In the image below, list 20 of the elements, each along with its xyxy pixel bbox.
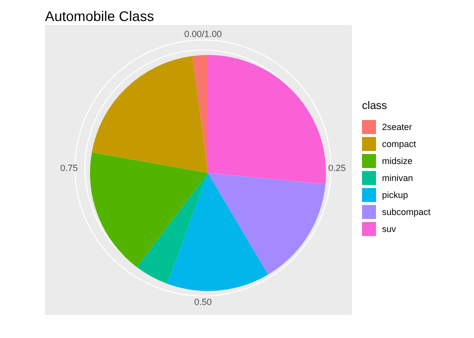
legend-label: suv xyxy=(382,224,396,234)
pie-slice xyxy=(208,173,326,275)
legend-label: 2seater xyxy=(382,122,412,132)
text: 0.75 xyxy=(60,163,78,173)
pie-slice xyxy=(192,55,208,173)
legend-label: compact xyxy=(382,138,416,148)
pie-slice xyxy=(92,56,208,173)
pie-slice xyxy=(167,173,268,291)
legend-label: pickup xyxy=(382,190,408,200)
legend-label: minivan xyxy=(382,172,414,182)
text: 0.00/1.00 xyxy=(184,29,222,39)
legend-label: midsize xyxy=(382,156,413,166)
text: 0.25 xyxy=(328,163,346,173)
legend-label: subcompact xyxy=(382,206,431,216)
legend-title: class xyxy=(362,100,388,112)
pie-slice xyxy=(136,173,208,284)
pie-slice xyxy=(208,55,326,184)
text: 0.50 xyxy=(194,297,212,307)
chart-title: Automobile Class xyxy=(45,8,154,24)
pie-slice xyxy=(90,152,208,268)
